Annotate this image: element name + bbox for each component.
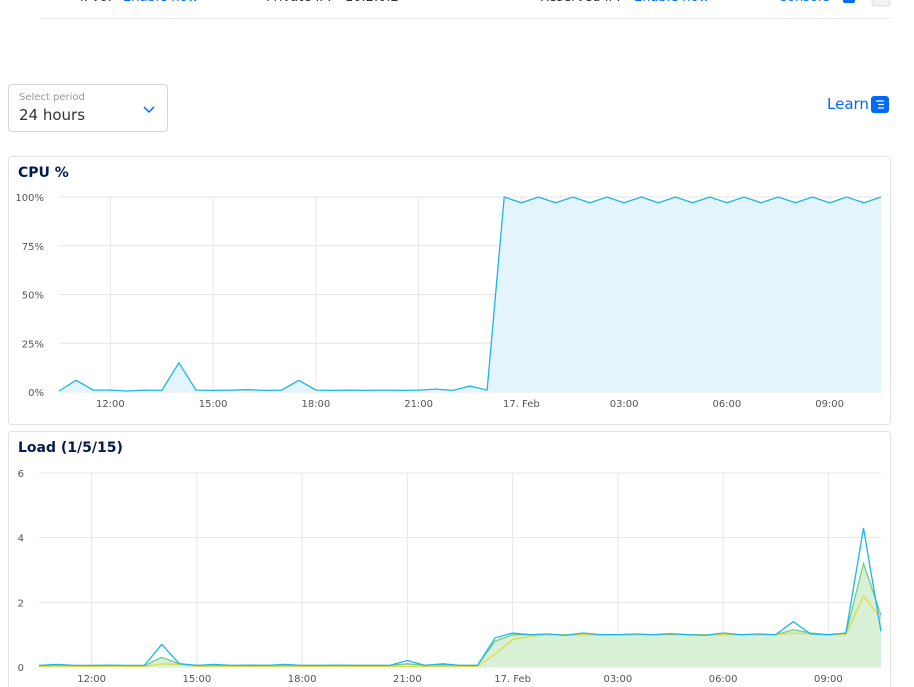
y-tick-label: 6 xyxy=(18,469,24,480)
x-tick-label: 21:00 xyxy=(393,674,422,685)
period-select[interactable] xyxy=(8,84,168,132)
y-tick-label: 2 xyxy=(18,598,24,609)
area xyxy=(39,563,881,667)
learn-link[interactable]: Learn xyxy=(827,95,869,113)
line xyxy=(58,196,882,392)
x-tick-label: 06:00 xyxy=(709,674,738,685)
load-panel xyxy=(8,431,891,687)
console-icon[interactable] xyxy=(843,0,855,3)
y-tick-label: 75% xyxy=(22,242,44,253)
link[interactable]: Enable now xyxy=(634,0,710,5)
x-tick-label: 03:00 xyxy=(610,399,639,410)
y-tick-label: 100% xyxy=(15,193,44,204)
x-tick-label: 09:00 xyxy=(814,674,843,685)
x-tick-label: 17. Feb xyxy=(494,674,531,685)
y-tick-label: 50% xyxy=(22,291,44,302)
x-tick-label: 18:00 xyxy=(288,674,317,685)
y-tick-label: 0 xyxy=(18,663,24,674)
x-tick-label: 09:00 xyxy=(815,399,844,410)
x-tick-label: 18:00 xyxy=(301,399,330,410)
x-tick-label: 03:00 xyxy=(603,674,632,685)
x-tick-label: 15:00 xyxy=(199,399,228,410)
x-tick-label: 17. Feb xyxy=(503,399,540,410)
line xyxy=(38,527,882,667)
y-tick-label: 0% xyxy=(28,388,44,399)
area xyxy=(59,197,881,392)
x-tick-label: 12:00 xyxy=(77,674,106,685)
y-tick-label: 4 xyxy=(18,534,24,545)
console-link[interactable]: Console xyxy=(778,0,830,5)
x-tick-label: 12:00 xyxy=(96,399,125,410)
label: Reserved IP: xyxy=(540,0,621,5)
label: IPv6: xyxy=(80,0,112,5)
select-label: Select period xyxy=(19,92,85,103)
x-tick-label: 06:00 xyxy=(712,399,741,410)
learn-icon-lines xyxy=(876,100,884,109)
y-tick-label: 25% xyxy=(22,339,44,350)
chevron xyxy=(143,106,155,114)
menu-button[interactable] xyxy=(871,0,891,7)
label: Private IP: xyxy=(266,0,332,5)
x-tick-label: 21:00 xyxy=(404,399,433,410)
link[interactable]: Enable now xyxy=(123,0,199,5)
value: 10.2.0.2 xyxy=(345,0,399,5)
chart-title: CPU % xyxy=(18,165,69,181)
select-value: 24 hours xyxy=(19,106,85,124)
x-tick-label: 15:00 xyxy=(182,674,211,685)
chart-title: Load (1/5/15) xyxy=(18,440,123,456)
